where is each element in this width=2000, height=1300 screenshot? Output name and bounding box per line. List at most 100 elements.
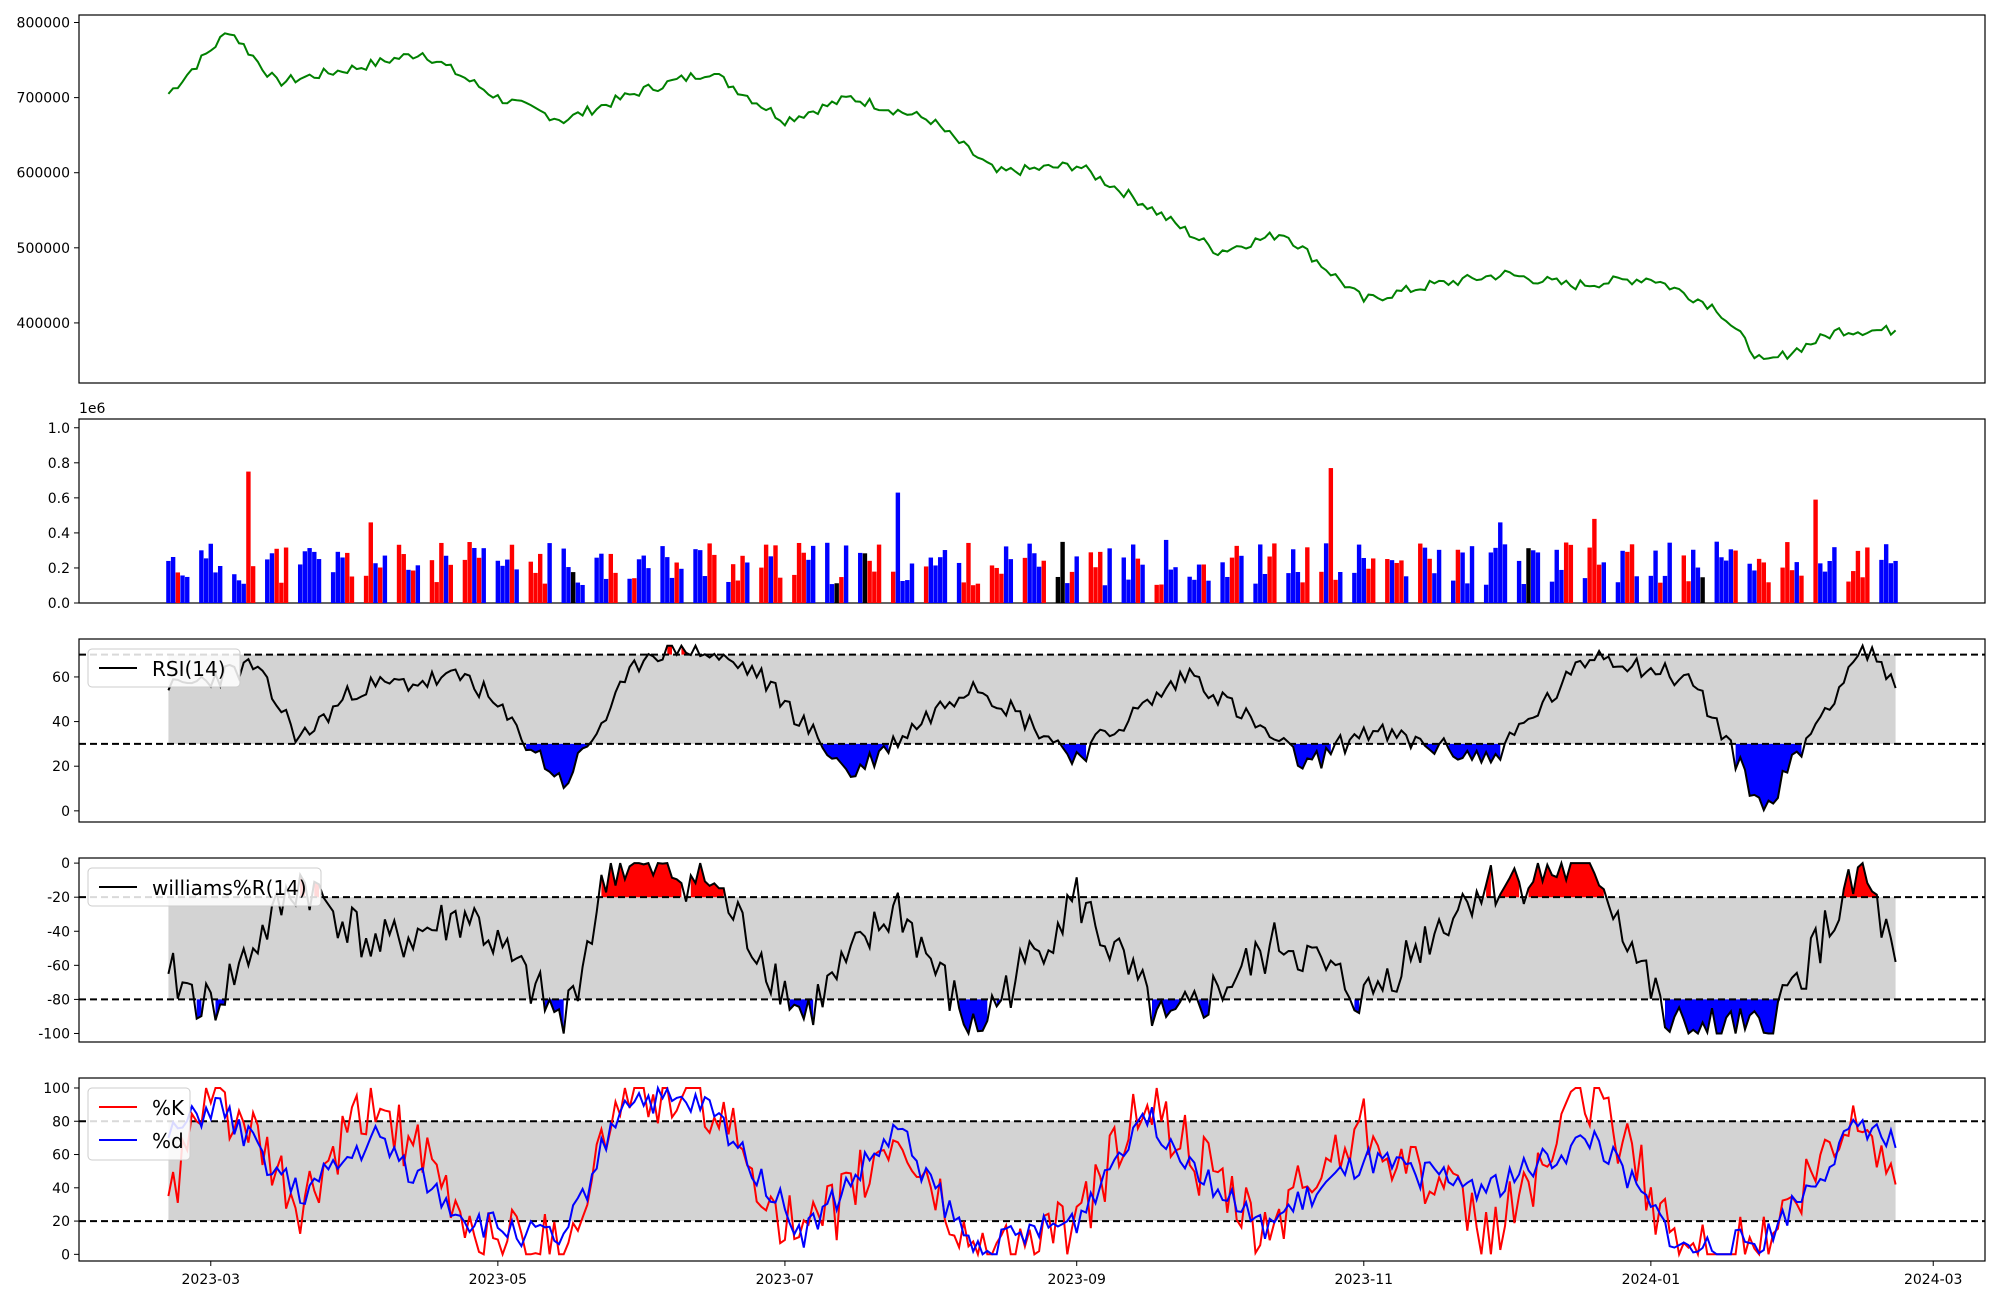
volume-bar <box>834 583 839 603</box>
x-tick-label: 2023-09 <box>1047 1272 1106 1288</box>
legend-box <box>87 648 241 688</box>
volume-bar <box>730 564 736 603</box>
volume-bar <box>481 548 486 603</box>
volume-bar <box>768 556 774 603</box>
volume-bar <box>928 557 934 603</box>
volume-bar <box>1568 544 1574 603</box>
volume-bar <box>415 565 421 603</box>
volume-bar <box>1389 560 1395 603</box>
volume-bar <box>1653 550 1658 603</box>
y-tick-label: 100 <box>43 1081 70 1097</box>
volume-bar <box>989 565 995 603</box>
volume-bar <box>472 547 477 603</box>
volume-bar <box>1121 557 1126 603</box>
volume-bar <box>862 553 868 603</box>
volume-bar <box>1700 577 1705 603</box>
volume-bar <box>1719 557 1724 603</box>
volume-bar <box>1432 573 1437 603</box>
volume-bar <box>429 560 435 603</box>
volume-bar <box>1531 550 1536 603</box>
legend-label: %d <box>152 1129 184 1153</box>
volume-bar <box>1592 518 1597 603</box>
williams-panel: 0 -20 -40 -60 -80 -100 williams%R(14) <box>38 856 1986 1043</box>
price-line <box>167 32 1897 361</box>
volume-bar <box>1290 549 1296 603</box>
volume-bar <box>956 562 962 603</box>
volume-bar <box>1055 576 1061 603</box>
volume-bar <box>1855 550 1861 603</box>
volume-bar <box>1366 568 1371 603</box>
volume-bar <box>1818 563 1823 603</box>
legend-label: %K <box>152 1096 185 1120</box>
volume-bar <box>377 567 383 603</box>
volume-bar <box>1794 562 1799 603</box>
volume-bar <box>1695 567 1701 603</box>
volume-bar <box>302 551 308 603</box>
rsi-line <box>167 643 1897 813</box>
x-tick-label: 2023-07 <box>756 1272 815 1288</box>
volume-bar <box>199 550 204 603</box>
volume-bar <box>923 566 929 603</box>
volume-bar <box>514 569 519 603</box>
volume-bar <box>1714 541 1719 603</box>
volume-bar <box>1196 564 1202 603</box>
volume-bar <box>236 580 242 603</box>
oversold-fill <box>822 743 889 777</box>
oversold-fill <box>196 999 202 1019</box>
oversold-fill <box>215 999 225 1021</box>
volume-bar <box>1601 562 1606 603</box>
y-tick-label: 60 <box>52 670 70 686</box>
volume-bar <box>1352 572 1357 603</box>
volume-bar <box>1799 575 1804 603</box>
volume-bar <box>613 572 618 603</box>
neutral-band <box>168 1121 1896 1222</box>
volume-bar <box>1465 583 1470 603</box>
volume-bar <box>594 557 599 603</box>
x-tick-label: 2024-03 <box>1904 1272 1963 1288</box>
volume-bar <box>1262 573 1268 603</box>
volume-bar <box>970 585 976 603</box>
volume-bar <box>778 577 783 603</box>
volume-bar <box>938 557 943 603</box>
y-tick-label: -60 <box>47 958 70 974</box>
volume-bar <box>669 577 675 603</box>
volume-bar <box>434 582 439 603</box>
volume-bar <box>1888 563 1894 603</box>
volume-bar <box>1036 566 1042 603</box>
volume-bar <box>1789 570 1795 603</box>
volume-bar <box>528 561 533 603</box>
volume-bar <box>735 580 741 603</box>
y-tick-label: 0.4 <box>48 526 70 542</box>
volume-bar <box>166 560 171 603</box>
volume-bar <box>1785 542 1790 603</box>
volume-bar <box>1201 564 1206 603</box>
legend: %K %d <box>87 1087 191 1161</box>
oversold-fill <box>1665 999 1778 1034</box>
volume-bar <box>566 567 571 603</box>
volume-bar <box>250 566 256 603</box>
volume-bar <box>246 471 251 603</box>
volume-bar <box>632 578 637 603</box>
volume-bar <box>942 550 948 603</box>
volume-bar <box>876 544 882 603</box>
volume-bar <box>1088 552 1094 603</box>
price-panel: 400000 500000 600000 700000 800000 <box>17 14 1986 384</box>
y-tick-label: -80 <box>47 992 70 1008</box>
y-tick-label: 40 <box>52 1181 70 1197</box>
williams-line <box>167 859 1897 1037</box>
volume-bar <box>1733 550 1738 603</box>
volume-bar <box>1832 547 1837 603</box>
volume-bar <box>1008 559 1014 603</box>
volume-bar <box>1356 544 1362 603</box>
x-tick-label: 2023-03 <box>182 1272 241 1288</box>
overbought-fill <box>1500 868 1520 898</box>
y-tick-label: 20 <box>52 759 70 775</box>
volume-bar <box>1328 468 1334 603</box>
volume-bar <box>679 568 684 603</box>
volume-bar <box>1422 547 1428 603</box>
volume-bar <box>1163 539 1169 603</box>
axes-frame <box>78 418 1986 604</box>
volume-bar <box>1521 584 1526 603</box>
volume-bar <box>1634 576 1639 603</box>
volume-bar <box>1455 549 1461 603</box>
